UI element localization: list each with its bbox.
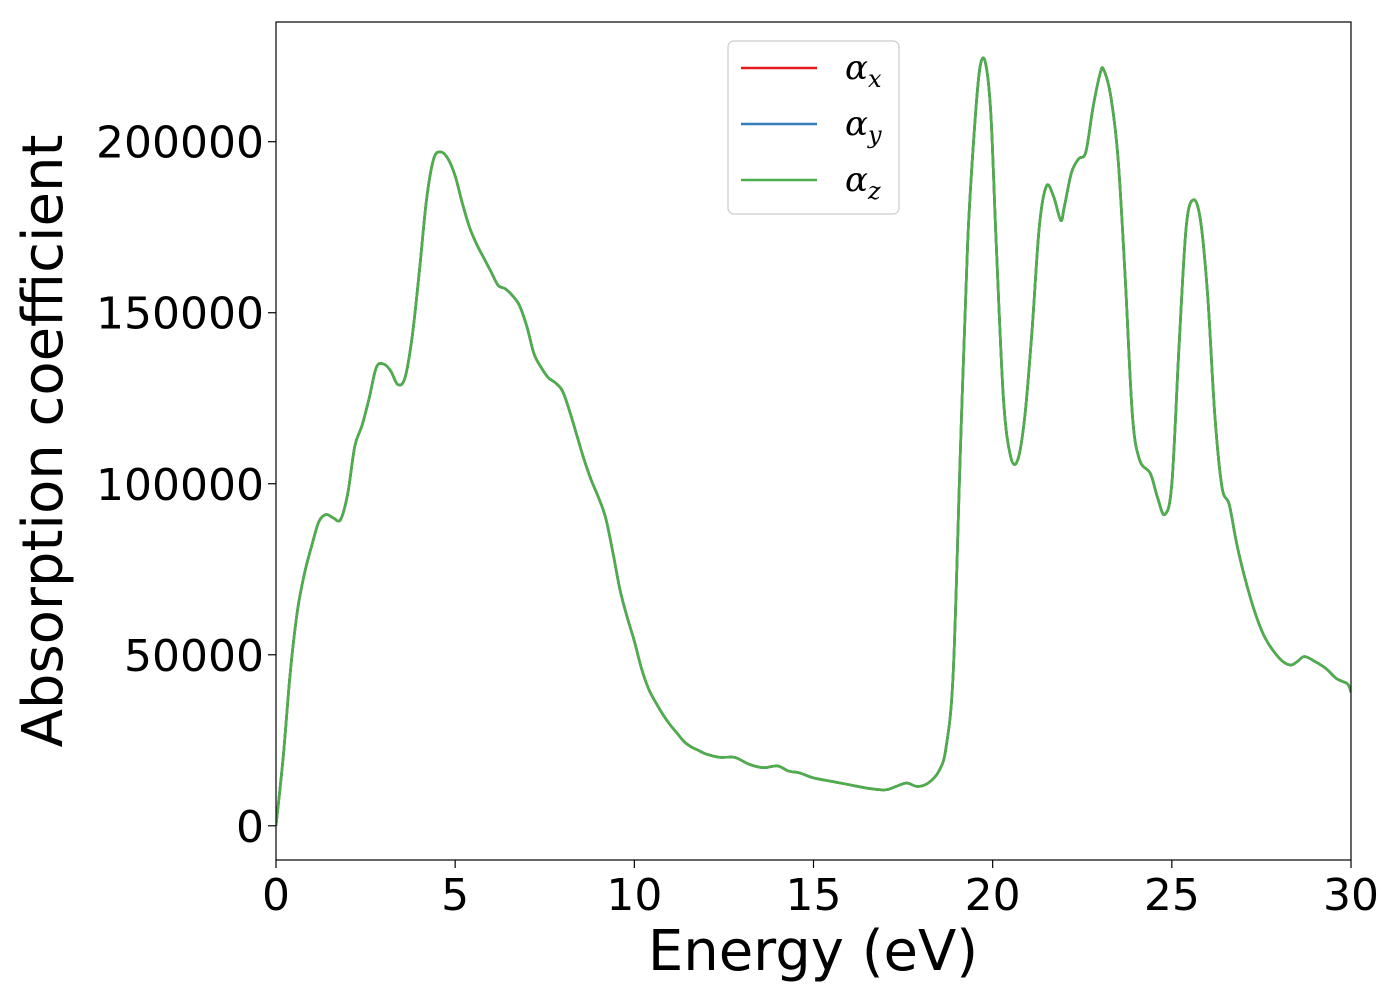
series-layer	[276, 56, 1351, 826]
y-axis: 0 50000 100000 150000 200000	[96, 118, 276, 853]
x-tick-label: 5	[441, 870, 469, 921]
legend-symbol: α	[845, 48, 868, 88]
legend-subscript: z	[867, 177, 881, 205]
legend-label: αz	[845, 160, 881, 205]
legend-subscript: y	[867, 121, 882, 149]
legend-symbol: α	[845, 160, 868, 200]
x-tick-label: 0	[262, 870, 290, 921]
y-tick-label: 0	[236, 802, 264, 853]
x-tick-label: 25	[1144, 870, 1200, 921]
legend-label: αy	[845, 104, 882, 149]
y-tick-label: 200000	[96, 118, 264, 169]
y-tick-label: 100000	[96, 460, 264, 511]
series-line-2	[276, 56, 1351, 826]
legend-symbol: α	[845, 104, 868, 144]
legend-subscript: x	[868, 65, 882, 93]
legend-box	[727, 40, 900, 215]
y-tick-label: 150000	[96, 289, 264, 340]
y-tick-label: 50000	[124, 631, 264, 682]
x-axis: 0 5 10 15 20 25 30	[262, 860, 1379, 921]
x-axis-title: Energy (eV)	[648, 919, 978, 984]
legend-label: αx	[845, 48, 882, 93]
y-axis-title: Absorption coefficient	[11, 135, 76, 748]
x-tick-label: 20	[965, 870, 1021, 921]
x-tick-label: 15	[786, 870, 842, 921]
x-tick-label: 30	[1323, 870, 1379, 921]
x-tick-label: 10	[606, 870, 662, 921]
